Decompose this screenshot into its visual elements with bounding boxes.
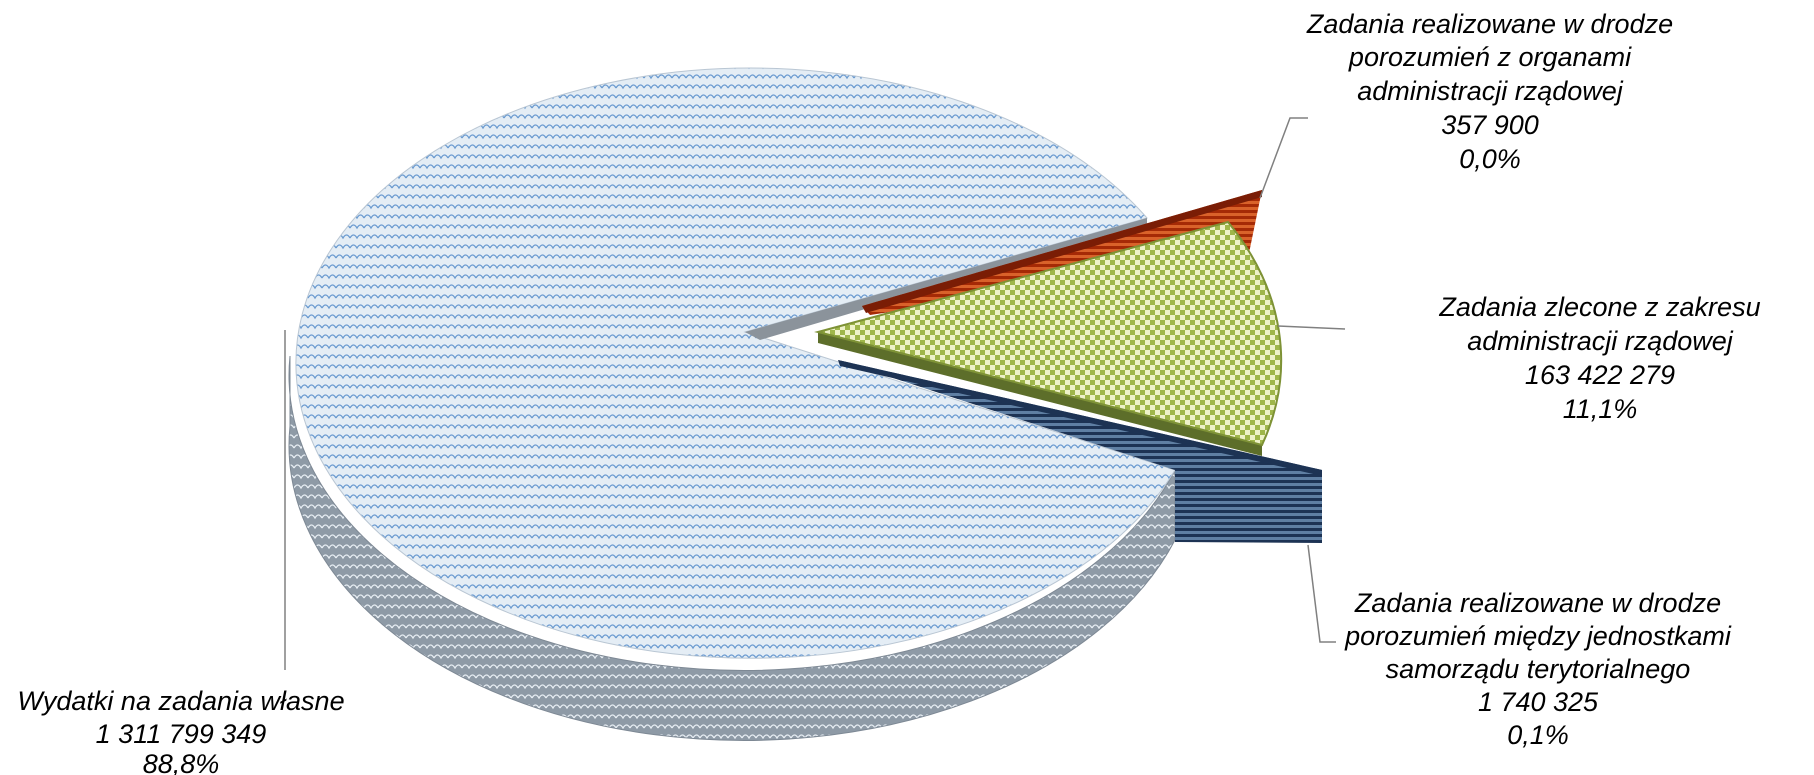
leader-line-commissioned	[1277, 325, 1346, 330]
label-comm-percent: 11,1%	[1563, 394, 1638, 424]
pie-slice-own-tasks-top	[295, 67, 1176, 659]
label-local-percent: 0,1%	[1507, 720, 1569, 750]
label-local-line2: porozumień między jednostkami	[1344, 621, 1732, 651]
label-gov-line2: porozumień z organami	[1348, 42, 1632, 72]
label-own-name: Wydatki na zadania własne	[17, 686, 344, 716]
label-own-tasks: Wydatki na zadania własne 1 311 799 349 …	[17, 686, 344, 775]
label-gov-percent: 0,0%	[1459, 144, 1521, 174]
label-gov-value: 357 900	[1441, 110, 1539, 140]
label-gov-line3: administracji rządowej	[1357, 76, 1624, 106]
label-local-agreements: Zadania realizowane w drodze porozumień …	[1344, 588, 1732, 750]
leader-line-gov-agreements	[1259, 117, 1308, 199]
pie-slice-local-agreements	[838, 360, 1322, 543]
label-local-line1: Zadania realizowane w drodze	[1354, 588, 1721, 618]
label-local-line3: samorządu terytorialnego	[1386, 654, 1691, 684]
label-own-value: 1 311 799 349	[96, 719, 267, 749]
leader-line-local-agreements	[1307, 544, 1336, 643]
label-gov-line1: Zadania realizowane w drodze	[1306, 9, 1673, 39]
pie-slice-own-tasks	[288, 67, 1176, 741]
label-comm-line1: Zadania zlecone z zakresu	[1438, 292, 1760, 322]
pie-slice-own-tasks-cut-edge	[745, 218, 1147, 340]
label-comm-value: 163 422 279	[1525, 360, 1675, 390]
label-own-percent: 88,8%	[143, 749, 220, 775]
leader-lines	[284, 117, 1346, 670]
label-commissioned: Zadania zlecone z zakresu administracji …	[1438, 292, 1760, 424]
label-gov-agreements: Zadania realizowane w drodze porozumień …	[1306, 9, 1673, 174]
label-local-value: 1 740 325	[1478, 687, 1599, 717]
label-comm-line2: administracji rządowej	[1467, 326, 1734, 356]
pie-slice-gov-agreements	[862, 190, 1262, 315]
pie-slice-commissioned-tasks	[814, 220, 1283, 456]
